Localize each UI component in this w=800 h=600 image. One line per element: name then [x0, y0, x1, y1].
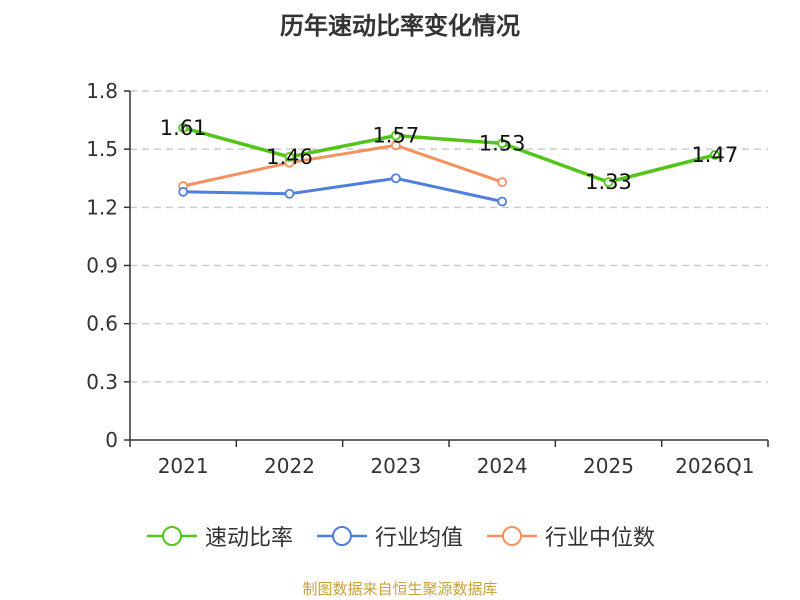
y-tick-label: 1.2	[86, 195, 118, 219]
data-label: 1.53	[479, 131, 526, 155]
data-source-note: 制图数据来自恒生聚源数据库	[302, 580, 498, 598]
legend-item-2[interactable]: 行业中位数	[485, 520, 655, 552]
data-label: 1.57	[372, 124, 419, 148]
data-point	[390, 130, 401, 141]
legend-swatch	[316, 526, 367, 546]
data-point	[390, 173, 401, 184]
y-tick-label: 1.8	[86, 79, 118, 103]
series-line	[183, 176, 503, 203]
legend-swatch-marker	[502, 526, 522, 546]
data-label: 1.47	[691, 143, 738, 167]
x-tick-label: 2023	[370, 454, 421, 478]
data-point	[390, 140, 401, 151]
legend-swatch-marker	[331, 526, 352, 546]
data-point	[497, 177, 508, 188]
x-tick-label: 2022	[264, 454, 315, 478]
data-label: 1.61	[160, 116, 207, 140]
legend-swatch	[487, 526, 537, 546]
series-0: 1.61 1.46 1.57 1.53 1.33 1.47	[160, 116, 738, 194]
data-point	[178, 186, 189, 197]
series-line	[182, 126, 716, 184]
y-tick-label: 0.3	[86, 370, 118, 394]
series-2	[178, 140, 508, 191]
data-point	[603, 177, 614, 188]
data-point	[497, 196, 508, 207]
legend-swatch-marker	[161, 526, 182, 546]
legend-label: 行业均值	[374, 526, 463, 551]
x-tick-label: 2024	[477, 454, 528, 478]
x-tick-label: 2021	[158, 454, 209, 478]
data-point	[497, 138, 508, 149]
data-point	[709, 150, 720, 160]
data-point	[284, 152, 295, 162]
data-point	[178, 122, 189, 133]
series-line	[182, 143, 503, 188]
y-tick-label: 0	[105, 428, 118, 452]
chart-legend: 速动比率 行业均值 行业中位数	[0, 520, 800, 552]
legend-label: 速动比率	[204, 526, 293, 551]
data-label: 1.33	[585, 170, 632, 194]
x-tick-label: 2025	[583, 454, 634, 478]
y-tick-label: 1.5	[86, 137, 118, 161]
chart-title: 历年速动比率变化情况	[280, 12, 520, 40]
y-tick-label: 0.9	[86, 254, 118, 278]
y-tick-label: 0.6	[86, 312, 118, 336]
legend-item-0[interactable]: 速动比率	[145, 520, 293, 552]
data-label: 1.46	[266, 145, 313, 169]
x-tick-label: 2026Q1	[675, 454, 754, 478]
series-1	[178, 173, 508, 207]
data-point	[284, 188, 295, 199]
legend-item-1[interactable]: 行业均值	[315, 520, 463, 552]
legend-swatch	[146, 526, 197, 546]
legend-label: 行业中位数	[545, 526, 656, 551]
